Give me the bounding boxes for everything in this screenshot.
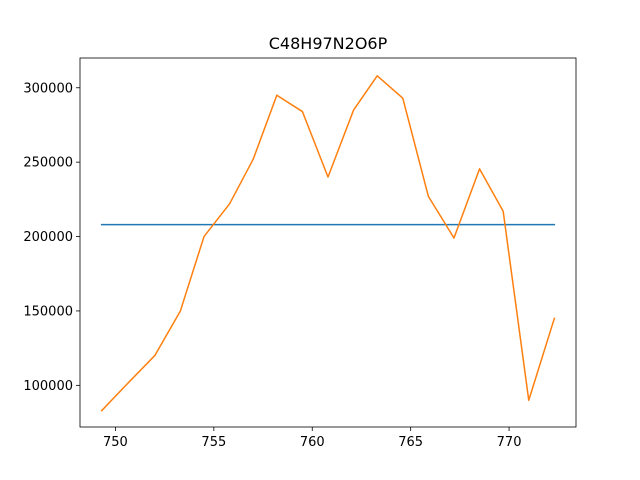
y-tick-label: 100000 [23,379,73,394]
axes: 750 755 760 765 770 100000 150000 200000 250000 3… [23,57,577,450]
plot-area [100,75,556,412]
x-tick-label: 750 [103,435,128,450]
series-line-1 [100,75,556,412]
x-tick-label: 765 [398,435,423,450]
chart-title: C48H97N2O6P [269,34,388,53]
y-tick-label: 250000 [23,156,73,171]
y-tick-label: 300000 [23,81,73,96]
axes-frame [79,57,577,428]
x-tick-label: 770 [497,435,522,450]
y-tick-label: 200000 [23,230,73,245]
y-tick-label: 150000 [23,304,73,319]
x-tick-label: 755 [201,435,226,450]
x-tick-label: 760 [300,435,325,450]
